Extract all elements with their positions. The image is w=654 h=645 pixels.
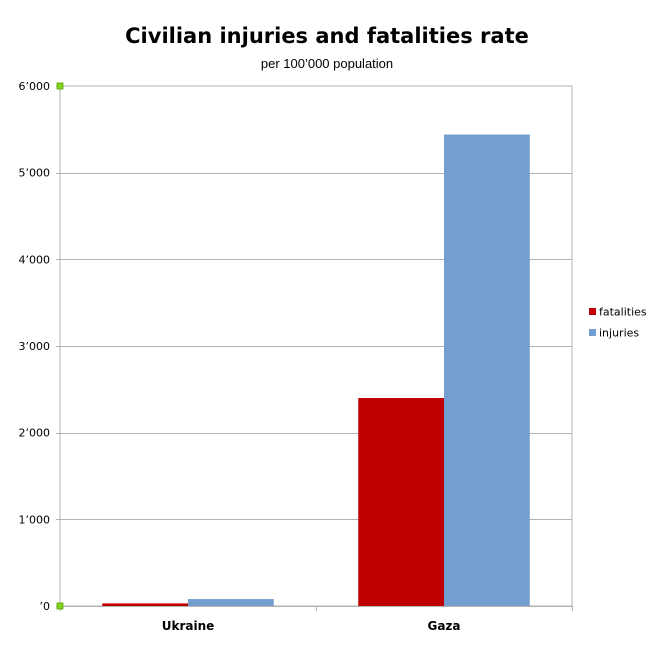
legend: fatalities injuries	[589, 306, 647, 340]
chart-subtitle: per 100’000 population	[261, 56, 393, 71]
x-axis-category-labels: Ukraine Gaza	[162, 619, 461, 633]
y-tick-label: 2’000	[19, 427, 51, 440]
bar-fatalities-ukraine	[102, 603, 188, 606]
y-tick-label: 1’000	[19, 513, 51, 526]
bar-fatalities-gaza	[358, 398, 444, 606]
legend-label-fatalities: fatalities	[599, 306, 647, 319]
x-category-label: Gaza	[427, 619, 460, 633]
y-tick-label: 6’000	[19, 80, 51, 93]
y-tick-label: 4’000	[19, 253, 51, 266]
axis-marker	[56, 602, 64, 610]
x-category-label: Ukraine	[162, 619, 215, 633]
legend-swatch-injuries	[589, 329, 596, 336]
legend-label-injuries: injuries	[599, 327, 639, 340]
chart-title: Civilian injuries and fatalities rate	[125, 24, 529, 48]
axes	[56, 82, 573, 611]
bar-injuries-ukraine	[188, 599, 274, 606]
axis-marker	[56, 82, 64, 90]
y-axis-tick-labels: ’0 1’000 2’000 3’000 4’000 5’000 6’000	[19, 80, 51, 613]
y-tick-label: 3’000	[19, 340, 51, 353]
bars	[102, 134, 530, 607]
legend-swatch-fatalities	[589, 308, 596, 315]
bar-injuries-gaza	[444, 134, 530, 607]
y-tick-label: ’0	[40, 600, 51, 613]
y-tick-label: 5’000	[19, 167, 51, 180]
